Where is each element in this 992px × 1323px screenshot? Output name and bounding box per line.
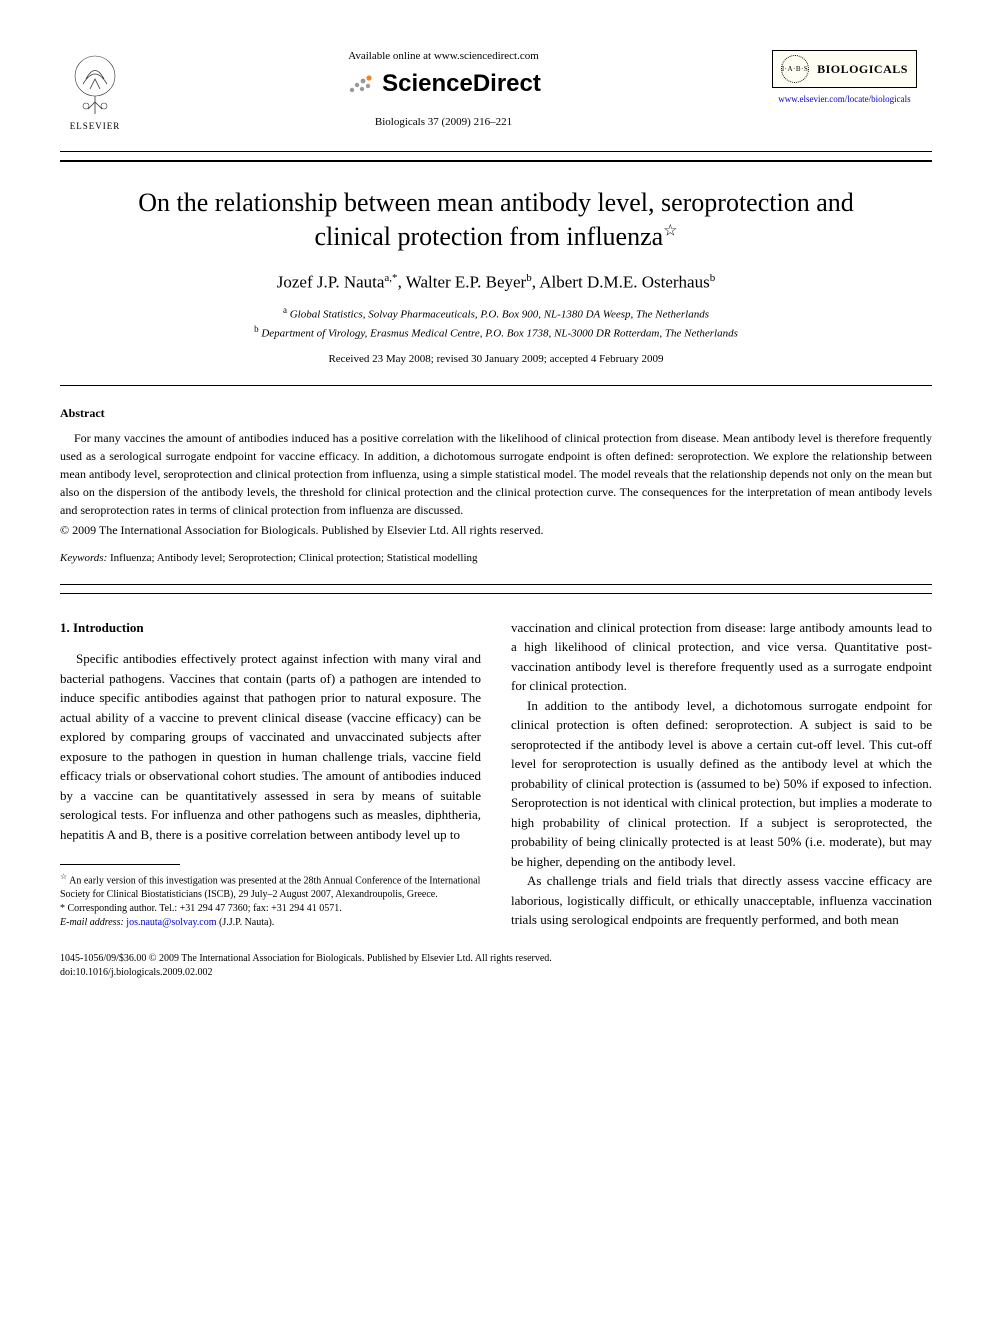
footnote-email-line: E-mail address: jos.nauta@solvay.com (J.… — [60, 916, 481, 930]
intro-paragraph-2: In addition to the antibody level, a dic… — [511, 696, 932, 872]
section-1-heading: 1. Introduction — [60, 618, 481, 638]
intro-paragraph-1-cont: vaccination and clinical protection from… — [511, 618, 932, 696]
author-3: Albert D.M.E. Osterhaus — [539, 272, 709, 291]
author-1-affil: a,* — [384, 272, 397, 284]
corresponding-email-link[interactable]: jos.nauta@solvay.com — [126, 917, 216, 928]
sciencedirect-logo: ScienceDirect — [346, 70, 541, 98]
sciencedirect-text: ScienceDirect — [382, 70, 541, 98]
page-footer: 1045-1056/09/$36.00 © 2009 The Internati… — [60, 952, 932, 980]
journal-reference: Biologicals 37 (2009) 216–221 — [150, 116, 737, 128]
elsevier-tree-icon — [68, 54, 123, 119]
footnote-corresponding: * Corresponding author. Tel.: +31 294 47… — [60, 902, 481, 916]
article-dates: Received 23 May 2008; revised 30 January… — [60, 353, 932, 365]
left-column: 1. Introduction Specific antibodies effe… — [60, 618, 481, 931]
footnote-conference-text: An early version of this investigation w… — [60, 875, 480, 900]
author-3-affil: b — [710, 272, 716, 284]
header-rule-thick — [60, 160, 932, 162]
footnote-conference: ☆ An early version of this investigation… — [60, 871, 481, 902]
biologicals-label: BIOLOGICALS — [817, 62, 908, 77]
article-title: On the relationship between mean antibod… — [100, 186, 892, 254]
footer-doi: doi:10.1016/j.biologicals.2009.02.002 — [60, 966, 932, 980]
affiliation-b: b Department of Virology, Erasmus Medica… — [60, 323, 932, 342]
sciencedirect-swoosh-icon — [346, 72, 376, 96]
intro-paragraph-1: Specific antibodies effectively protect … — [60, 649, 481, 844]
footnote-divider — [60, 864, 180, 865]
affil-marker-b: b — [254, 324, 259, 334]
title-footnote-marker: ☆ — [663, 222, 677, 239]
journal-logo-block: I·A·B·S BIOLOGICALS www.elsevier.com/loc… — [757, 50, 932, 104]
email-label: E-mail address: — [60, 917, 124, 928]
affiliations: a Global Statistics, Solvay Pharmaceutic… — [60, 304, 932, 342]
abstract-section: Abstract For many vaccines the amount of… — [60, 406, 932, 538]
body-columns: 1. Introduction Specific antibodies effe… — [60, 618, 932, 931]
author-1: Jozef J.P. Nauta — [277, 272, 385, 291]
affil-marker-a: a — [283, 305, 287, 315]
author-line: Jozef J.P. Nautaa,*, Walter E.P. Beyerb,… — [60, 272, 932, 293]
affiliation-a: a Global Statistics, Solvay Pharmaceutic… — [60, 304, 932, 323]
keywords-line: Keywords: Influenza; Antibody level; Ser… — [60, 552, 932, 564]
journal-url-link[interactable]: www.elsevier.com/locate/biologicals — [757, 94, 932, 104]
author-2: Walter E.P. Beyer — [406, 272, 526, 291]
center-header: Available online at www.sciencedirect.co… — [130, 50, 757, 128]
author-2-affil: b — [526, 272, 532, 284]
abstract-copyright: © 2009 The International Association for… — [60, 523, 932, 538]
footnote-block: ☆ An early version of this investigation… — [60, 871, 481, 930]
affil-text-a: Global Statistics, Solvay Pharmaceutical… — [290, 309, 709, 321]
abstract-rule-bottom-2 — [60, 593, 932, 594]
iabs-circle-icon: I·A·B·S — [781, 55, 809, 83]
keywords-text: Influenza; Antibody level; Seroprotectio… — [110, 552, 478, 564]
title-text: On the relationship between mean antibod… — [138, 188, 854, 251]
iabs-label: I·A·B·S — [782, 65, 808, 73]
right-column: vaccination and clinical protection from… — [511, 618, 932, 931]
abstract-text: For many vaccines the amount of antibodi… — [60, 429, 932, 519]
affil-text-b: Department of Virology, Erasmus Medical … — [261, 328, 738, 340]
abstract-rule-top — [60, 385, 932, 386]
intro-paragraph-3: As challenge trials and field trials tha… — [511, 871, 932, 930]
footnote-star-marker: ☆ — [60, 872, 67, 881]
elsevier-logo: ELSEVIER — [60, 50, 130, 135]
publisher-name: ELSEVIER — [70, 121, 121, 131]
page-header: ELSEVIER Available online at www.science… — [60, 50, 932, 135]
abstract-rule-bottom-1 — [60, 584, 932, 585]
header-rule-thin — [60, 151, 932, 152]
keywords-label: Keywords: — [60, 552, 107, 564]
abstract-heading: Abstract — [60, 406, 932, 421]
available-online-text: Available online at www.sciencedirect.co… — [150, 50, 737, 62]
iabs-logo-box: I·A·B·S BIOLOGICALS — [772, 50, 917, 88]
email-author-name: (J.J.P. Nauta). — [219, 917, 274, 928]
footer-copyright: 1045-1056/09/$36.00 © 2009 The Internati… — [60, 952, 932, 966]
